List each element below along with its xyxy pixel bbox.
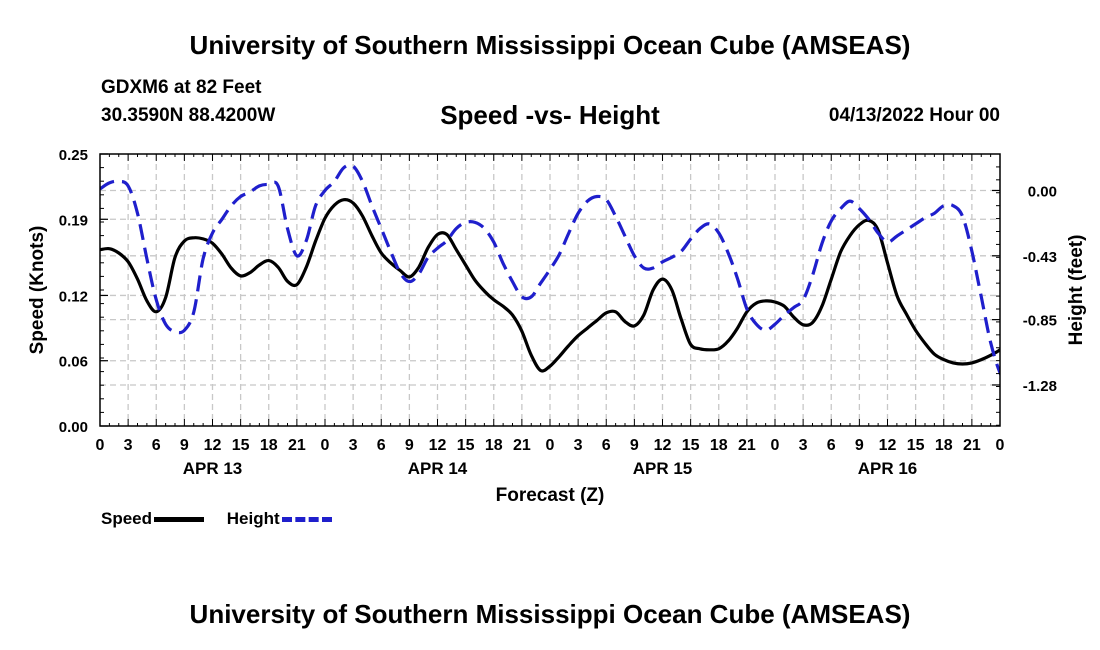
x-tick-label: 0 xyxy=(771,437,780,454)
legend-item-height: Height xyxy=(227,509,332,529)
legend: Speed Height xyxy=(101,509,350,529)
x-tick-label: 21 xyxy=(738,437,756,454)
x-tick-label: 9 xyxy=(405,437,414,454)
legend-speed-label: Speed xyxy=(101,509,153,528)
x-tick-label: 0 xyxy=(996,437,1005,454)
x-tick-label: 21 xyxy=(288,437,306,454)
x-tick-label: 9 xyxy=(630,437,639,454)
y-left-tick-label: 0.00 xyxy=(59,419,88,436)
station-label: GDXM6 at 82 Feet xyxy=(101,77,262,98)
y-left-tick-label: 0.19 xyxy=(59,212,88,229)
x-tick-label: 3 xyxy=(349,437,358,454)
x-tick-label: 3 xyxy=(124,437,133,454)
y-left-tick-label: 0.25 xyxy=(59,147,88,164)
y-right-tick-label: -1.28 xyxy=(1023,378,1057,395)
day-label: APR 16 xyxy=(858,459,918,478)
day-label: APR 15 xyxy=(633,459,693,478)
series-line-height xyxy=(100,163,1000,377)
x-tick-label: 18 xyxy=(710,437,728,454)
x-tick-label: 6 xyxy=(827,437,836,454)
coordinates-label: 30.3590N 88.4200W xyxy=(101,105,276,126)
y-right-tick-label: -0.85 xyxy=(1023,313,1057,330)
y-right-axis-title: Height (feet) xyxy=(1066,235,1087,346)
x-tick-label: 15 xyxy=(232,437,250,454)
chart-subtitle: Speed -vs- Height xyxy=(440,100,660,130)
y-right-tick-label: -0.43 xyxy=(1023,249,1057,266)
y-left-axis-title: Speed (Knots) xyxy=(27,226,48,355)
chart-main-title: University of Southern Mississippi Ocean… xyxy=(189,30,911,60)
series-line-speed xyxy=(100,198,1000,373)
x-tick-label: 12 xyxy=(879,437,897,454)
axes-layer xyxy=(99,153,1001,427)
x-tick-label: 9 xyxy=(180,437,189,454)
y-left-tick-label: 0.12 xyxy=(59,288,88,305)
series-layer xyxy=(100,163,1000,377)
legend-height-swatch xyxy=(281,516,332,522)
x-tick-label: 0 xyxy=(96,437,105,454)
x-tick-label: 15 xyxy=(457,437,475,454)
x-tick-label: 3 xyxy=(574,437,583,454)
chart-footer-title: University of Southern Mississippi Ocean… xyxy=(189,599,911,629)
x-tick-label: 12 xyxy=(429,437,447,454)
x-tick-label: 6 xyxy=(152,437,161,454)
y-left-tick-label: 0.06 xyxy=(59,354,88,371)
x-tick-label: 18 xyxy=(935,437,953,454)
x-axis-title: Forecast (Z) xyxy=(496,485,605,506)
x-tick-label: 12 xyxy=(204,437,222,454)
x-tick-label: 12 xyxy=(654,437,672,454)
grid-layer xyxy=(100,154,1000,426)
legend-item-speed: Speed xyxy=(101,509,205,529)
x-tick-label: 9 xyxy=(855,437,864,454)
x-tick-label: 21 xyxy=(513,437,531,454)
y-right-tick-label: 0.00 xyxy=(1028,183,1057,200)
x-tick-label: 15 xyxy=(907,437,925,454)
x-tick-label: 21 xyxy=(963,437,981,454)
x-tick-label: 0 xyxy=(321,437,330,454)
day-label: APR 14 xyxy=(408,459,468,478)
forecast-datetime: 04/13/2022 Hour 00 xyxy=(828,105,1000,126)
x-tick-label: 6 xyxy=(602,437,611,454)
legend-speed-swatch xyxy=(154,516,205,522)
x-tick-label: 0 xyxy=(546,437,555,454)
labels-layer: 0 3 6 9 12 15 18 21 0 3 6 9 12 15 18 21 0 3 6 9 12 15 18 21 0 3 6 9… xyxy=(27,147,1087,506)
x-tick-label: 3 xyxy=(799,437,808,454)
x-tick-label: 18 xyxy=(485,437,503,454)
legend-height-label: Height xyxy=(226,509,280,528)
x-tick-label: 6 xyxy=(377,437,386,454)
x-tick-label: 18 xyxy=(260,437,278,454)
x-tick-label: 15 xyxy=(682,437,700,454)
day-label: APR 13 xyxy=(183,459,243,478)
